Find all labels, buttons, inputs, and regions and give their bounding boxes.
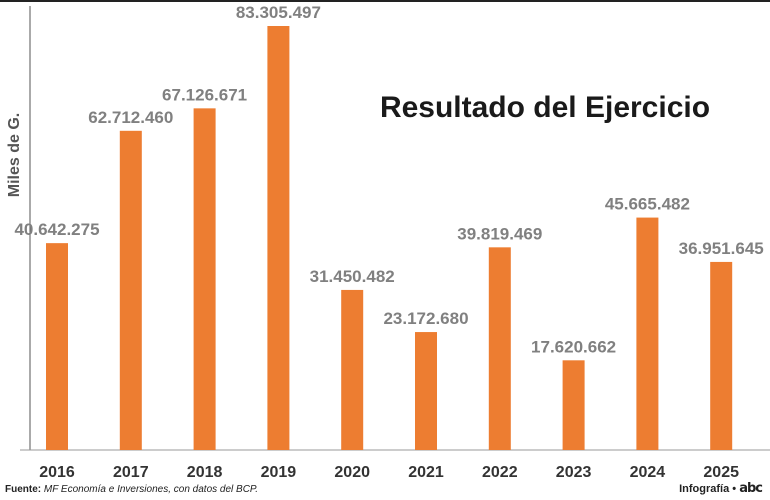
x-tick-2020: 2020	[334, 464, 370, 481]
bar-2023	[562, 360, 585, 450]
source-note: Fuente: MF Economía e Inversiones, con d…	[5, 484, 258, 495]
value-label-2021: 23.172.680	[383, 309, 468, 328]
value-label-2016: 40.642.275	[14, 220, 99, 239]
x-tick-labels-group: 2016 2017 2018 2019 2020 2021 2022 2023 2024 2025	[39, 464, 739, 481]
x-tick-2024: 2024	[630, 464, 666, 481]
x-tick-2018: 2018	[187, 464, 223, 481]
bar-2017	[119, 130, 142, 450]
x-tick-2022: 2022	[482, 464, 518, 481]
value-label-2018: 67.126.671	[162, 85, 247, 104]
bar-2016	[46, 243, 68, 450]
x-tick-2021: 2021	[408, 464, 444, 481]
value-labels-group: 40.642.275 62.712.460 67.126.671 83.305.497…	[14, 3, 763, 356]
chart-title: Resultado del Ejercicio	[380, 91, 710, 124]
value-label-2019: 83.305.497	[236, 3, 321, 22]
abc-logo: abc	[739, 481, 763, 496]
x-tick-2025: 2025	[703, 464, 739, 481]
bar-2018	[193, 108, 216, 451]
value-label-2025: 36.951.645	[679, 239, 764, 258]
value-label-2017: 62.712.460	[88, 108, 173, 127]
bars-group	[46, 26, 733, 451]
x-tick-2017: 2017	[113, 464, 149, 481]
bar-2019	[267, 26, 290, 450]
x-tick-2023: 2023	[556, 464, 592, 481]
bar-2022	[488, 247, 511, 450]
credit-note: Infografía • abc	[679, 481, 763, 496]
credit-text: Infografía •	[679, 483, 737, 495]
source-prefix: Fuente:	[5, 484, 42, 495]
bar-2024	[636, 217, 659, 450]
source-text: MF Economía e Inversiones, con datos del…	[43, 484, 259, 495]
bar-2021	[415, 332, 437, 450]
y-axis-label: Miles de G.	[6, 113, 23, 197]
bar-2025	[710, 261, 733, 450]
x-tick-2016: 2016	[39, 464, 75, 481]
bar-2020	[341, 289, 364, 450]
value-label-2023: 17.620.662	[531, 337, 616, 356]
value-label-2020: 31.450.482	[310, 267, 395, 286]
x-tick-2019: 2019	[261, 464, 297, 481]
value-label-2024: 45.665.482	[605, 195, 690, 214]
value-label-2022: 39.819.469	[457, 224, 542, 243]
